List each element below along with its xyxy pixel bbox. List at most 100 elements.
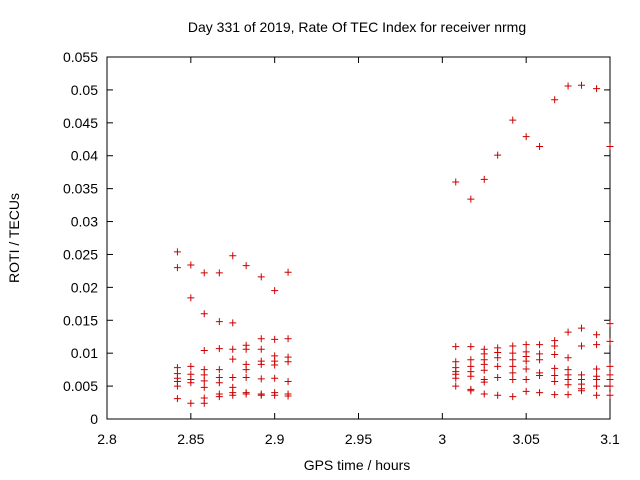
data-point [284,335,292,343]
x-tick-label: 2.85 [177,431,204,447]
x-tick-label: 2.95 [345,431,372,447]
data-point [452,343,460,351]
data-point [551,377,559,385]
data-point [215,345,223,353]
data-point [452,178,460,186]
data-point [564,391,572,399]
data-point [452,374,460,382]
data-point [606,143,614,151]
data-point [494,391,502,399]
y-tick-label: 0.03 [71,214,98,230]
data-point [536,356,544,364]
y-tick-label: 0.055 [63,49,98,65]
data-point [577,387,585,395]
data-point [480,350,488,358]
data-point [480,175,488,183]
data-point [606,376,614,384]
x-tick-label: 3.05 [513,431,540,447]
data-point [200,310,208,318]
data-point [551,342,559,350]
data-point [522,387,530,395]
data-point [536,389,544,397]
data-point [536,143,544,151]
data-point [452,358,460,366]
data-point [215,393,223,401]
data-point [564,381,572,389]
data-point [284,392,292,400]
data-point [215,379,223,387]
data-point [522,133,530,141]
data-point [257,391,265,399]
y-tick-label: 0.02 [71,279,98,295]
data-point [480,378,488,386]
data-points [173,81,614,407]
data-point [536,372,544,380]
data-point [173,364,181,372]
data-point [242,390,250,398]
data-point [522,341,530,349]
data-point [187,379,195,387]
data-point [257,345,265,353]
data-point [509,393,517,401]
data-point [551,350,559,358]
data-point [187,399,195,407]
data-point [200,377,208,385]
data-point [536,350,544,358]
data-point [467,356,475,364]
data-point [509,362,517,370]
data-point [593,331,601,339]
y-axis-label: ROTI / TECUs [6,193,22,283]
data-point [509,356,517,364]
data-point [494,354,502,362]
y-tick-label: 0.025 [63,246,98,262]
data-point [173,395,181,403]
data-point [593,341,601,349]
data-point [215,318,223,326]
data-point [242,374,250,382]
data-point [551,391,559,399]
data-point [271,287,279,295]
data-point [606,362,614,370]
data-point [229,374,237,382]
chart-title: Day 331 of 2019, Rate Of TEC Index for r… [188,19,526,35]
data-point [577,324,585,332]
data-point [229,252,237,260]
data-point [173,248,181,256]
data-point [452,382,460,390]
data-point [187,261,195,269]
data-point [494,151,502,159]
data-point [200,399,208,407]
data-point [509,342,517,350]
x-axis-label: GPS time / hours [304,457,411,473]
data-point [551,372,559,380]
data-point [257,375,265,383]
data-point [271,391,279,399]
plot-frame [106,56,611,420]
data-point [467,372,475,380]
data-point [215,269,223,277]
data-point [257,273,265,281]
data-point [229,319,237,327]
y-tick-label: 0.05 [71,82,98,98]
data-point [271,335,279,343]
data-point [564,82,572,90]
data-point [494,374,502,382]
data-point [593,391,601,399]
data-point [200,347,208,355]
y-tick-label: 0.005 [63,378,98,394]
y-tick-label: 0.015 [63,312,98,328]
data-point [173,382,181,390]
data-point [271,361,279,369]
data-point [284,358,292,366]
x-tick-label: 2.8 [97,431,117,447]
y-tick-label: 0.045 [63,115,98,131]
axis-ticks: 0 0.005 0.01 0.015 0.02 0.025 0.03 0.035 0.04 0.0… [63,49,620,447]
data-point [522,376,530,384]
data-point [551,96,559,104]
data-point [200,383,208,391]
data-point [187,294,195,302]
data-point [242,345,250,353]
data-point [229,391,237,399]
y-tick-label: 0.035 [63,181,98,197]
